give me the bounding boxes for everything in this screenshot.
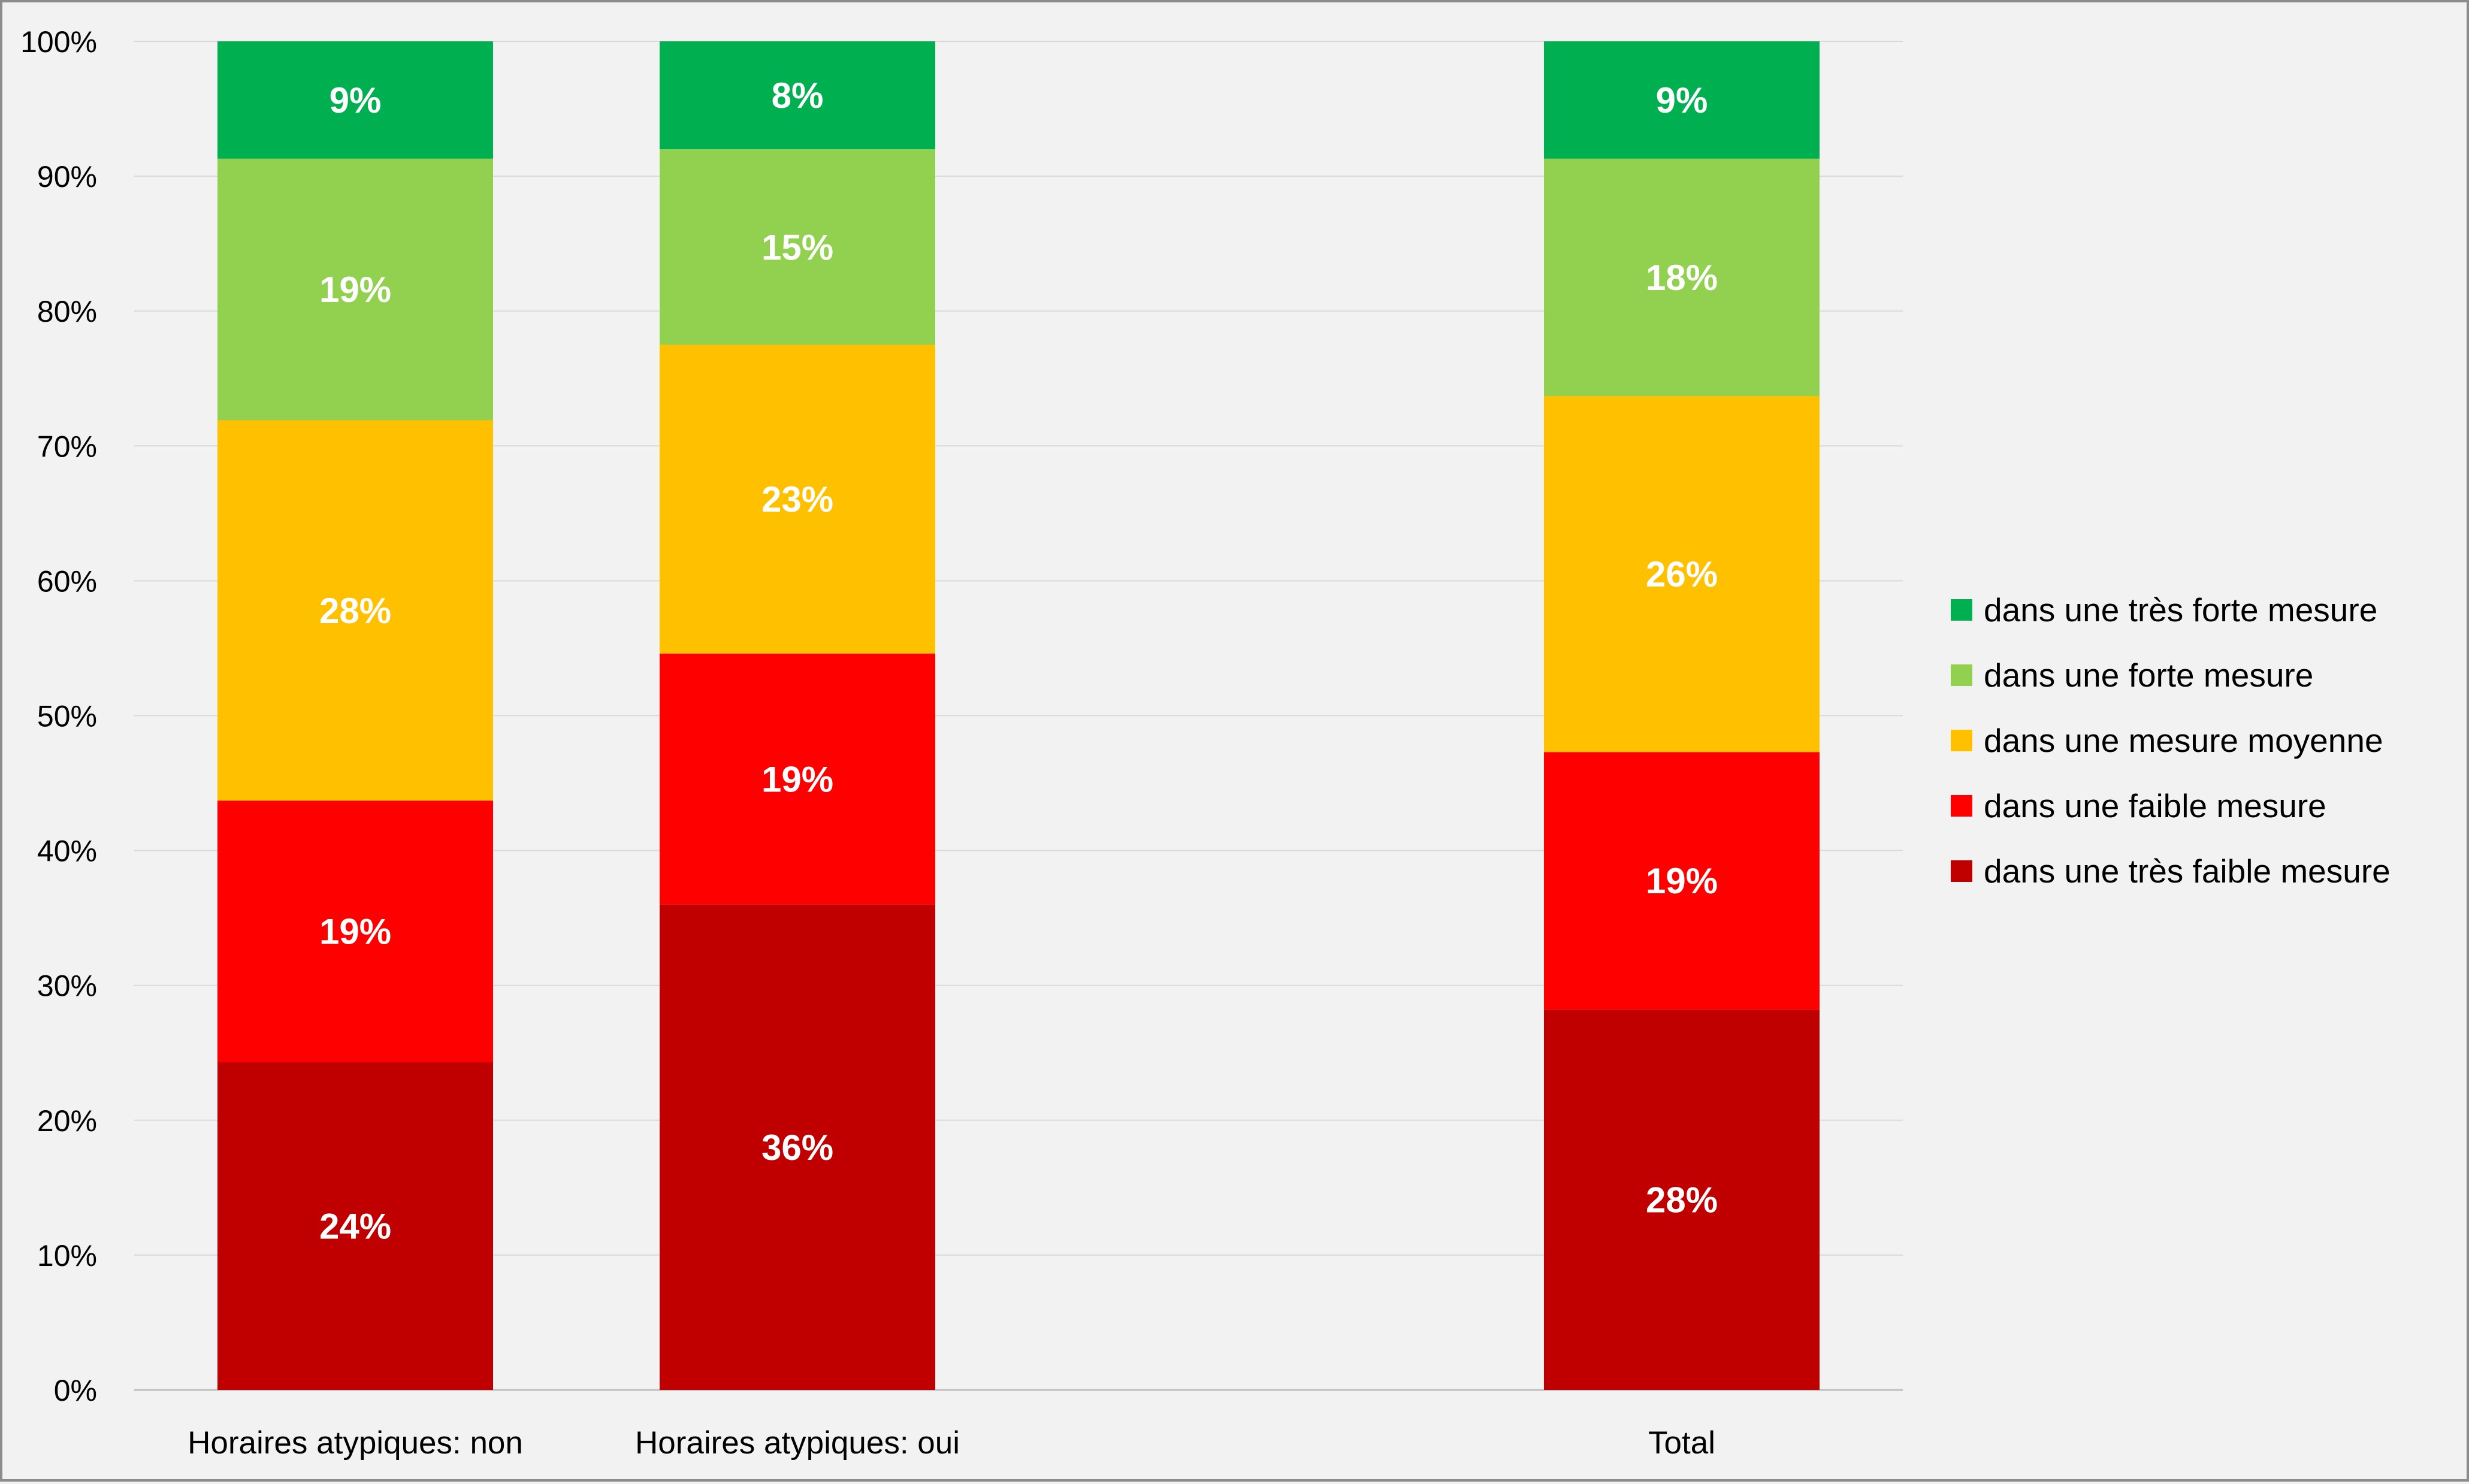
data-label: 9% bbox=[330, 80, 382, 120]
legend-label: dans une mesure moyenne bbox=[1984, 722, 2383, 759]
y-axis: 0% 10% 20% 30% 40% 50% 60% 70% 80% 90% 100% bbox=[20, 25, 97, 1407]
y-tick-label: 20% bbox=[37, 1104, 97, 1138]
data-label: 23% bbox=[761, 479, 833, 519]
legend-swatch bbox=[1951, 860, 1972, 882]
data-label: 28% bbox=[1646, 1180, 1718, 1220]
data-label: 9% bbox=[1656, 80, 1708, 120]
data-label: 28% bbox=[319, 591, 391, 631]
bar-segment bbox=[1544, 41, 1820, 159]
x-tick-label: Total bbox=[1648, 1425, 1715, 1461]
data-label: 19% bbox=[1646, 861, 1718, 901]
bar-segment bbox=[217, 158, 493, 421]
bar-segment bbox=[1544, 158, 1820, 397]
legend-swatch bbox=[1951, 664, 1972, 686]
bar-segment bbox=[660, 149, 935, 345]
y-tick-label: 60% bbox=[37, 564, 97, 598]
legend-item: dans une faible mesure bbox=[1951, 787, 2326, 824]
x-axis-labels: Horaires atypiques: non Horaires atypique… bbox=[188, 1425, 1715, 1461]
bar-segment bbox=[217, 420, 493, 801]
legend-swatch bbox=[1951, 795, 1972, 817]
legend-swatch bbox=[1951, 599, 1972, 621]
bar-segment bbox=[660, 41, 935, 150]
bar-segment bbox=[660, 344, 935, 654]
y-tick-label: 70% bbox=[37, 430, 97, 463]
data-label: 24% bbox=[319, 1207, 391, 1247]
bar-segment bbox=[1544, 1010, 1820, 1390]
legend-label: dans une très faible mesure bbox=[1984, 853, 2391, 890]
legend-item: dans une mesure moyenne bbox=[1951, 722, 2383, 759]
y-tick-label: 30% bbox=[37, 969, 97, 1003]
x-tick-label: Horaires atypiques: non bbox=[188, 1425, 523, 1461]
bar-segment bbox=[1544, 752, 1820, 1010]
bar-segment bbox=[660, 653, 935, 905]
y-tick-label: 90% bbox=[37, 160, 97, 194]
bar-segment bbox=[217, 1062, 493, 1390]
bar-segment bbox=[660, 904, 935, 1390]
y-tick-label: 80% bbox=[37, 295, 97, 328]
bars: 24% 19% 28% 19% 9% 36% 19% 23% 15% 8% 28% 19% 26% 18%… bbox=[217, 41, 1820, 1390]
x-tick-label: Horaires atypiques: oui bbox=[635, 1425, 960, 1461]
bar-segment bbox=[217, 800, 493, 1063]
data-label: 26% bbox=[1646, 554, 1718, 594]
data-label: 8% bbox=[772, 75, 824, 116]
legend-swatch bbox=[1951, 730, 1972, 751]
y-tick-label: 40% bbox=[37, 835, 97, 868]
y-tick-label: 10% bbox=[37, 1239, 97, 1273]
y-tick-label: 0% bbox=[54, 1374, 97, 1407]
data-label: 18% bbox=[1646, 258, 1718, 298]
legend: dans une très forte mesure dans une forte… bbox=[1951, 591, 2391, 890]
legend-item: dans une très forte mesure bbox=[1951, 591, 2377, 628]
bar-segment bbox=[217, 41, 493, 159]
legend-item: dans une forte mesure bbox=[1951, 657, 2313, 694]
legend-label: dans une forte mesure bbox=[1984, 657, 2313, 694]
data-label: 19% bbox=[319, 912, 391, 952]
data-label: 19% bbox=[761, 759, 833, 799]
y-tick-label: 50% bbox=[37, 700, 97, 733]
legend-label: dans une très forte mesure bbox=[1984, 591, 2377, 628]
bar-segment bbox=[1544, 396, 1820, 752]
data-label: 36% bbox=[761, 1128, 833, 1168]
data-label: 19% bbox=[319, 270, 391, 310]
y-tick-label: 100% bbox=[20, 25, 97, 59]
data-label: 15% bbox=[761, 227, 833, 267]
legend-label: dans une faible mesure bbox=[1984, 787, 2326, 824]
legend-item: dans une très faible mesure bbox=[1951, 853, 2391, 890]
